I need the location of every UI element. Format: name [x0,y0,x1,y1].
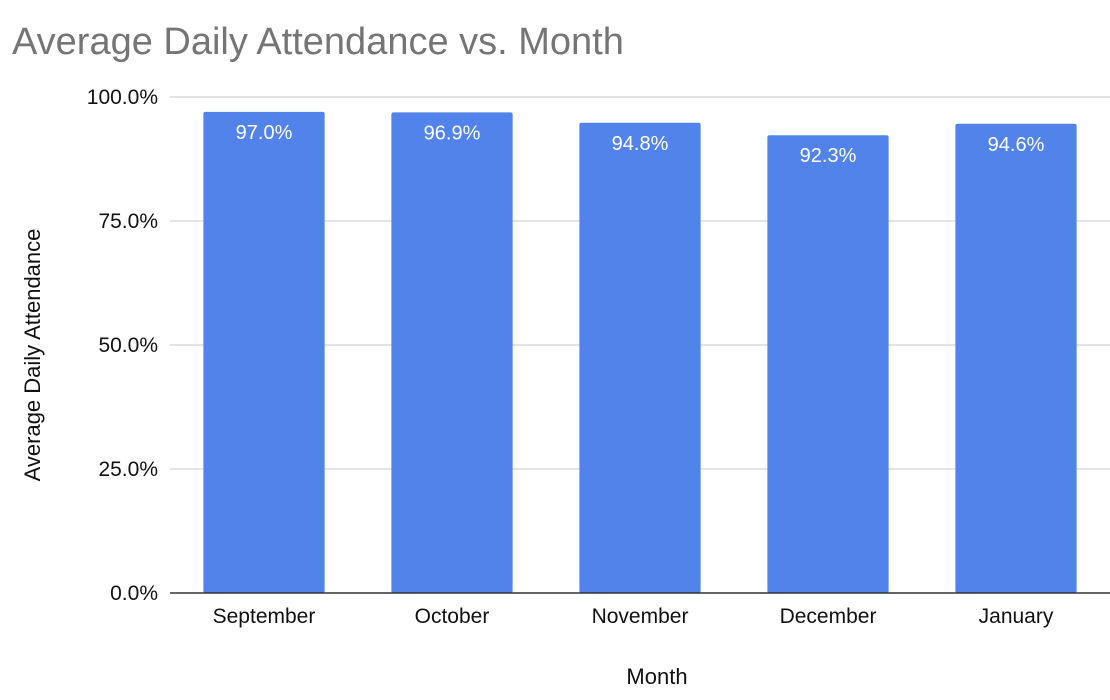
x-tick-label-october: October [415,605,490,628]
y-tick-labels: 0.0% 25.0% 50.0% 75.0% 100.0% [87,86,158,605]
x-tick-label-november: November [592,605,689,628]
data-label-november: 94.8% [612,133,669,155]
x-tick-label-december: December [780,605,877,628]
bar-october [391,112,513,593]
y-tick-label: 25.0% [98,458,158,481]
x-tick-label-january: January [979,605,1054,628]
data-label-september: 97.0% [236,122,293,144]
bar-december [767,135,889,593]
y-axis-label: Average Daily Attendance [20,229,45,482]
x-axis-label: Month [626,664,687,689]
bar-september [203,111,325,593]
data-label-january: 94.6% [988,134,1045,156]
y-tick-label: 0.0% [110,582,158,605]
bar-january [955,123,1077,593]
x-tick-label-september: September [213,605,316,628]
y-tick-label: 50.0% [98,334,158,357]
bars [203,111,1077,594]
y-tick-label: 100.0% [87,86,158,109]
data-label-october: 96.9% [424,122,481,144]
data-label-december: 92.3% [800,145,857,167]
y-tick-label: 75.0% [98,210,158,233]
data-labels: 97.0% 96.9% 94.8% 92.3% 94.6% [236,122,1045,167]
bar-november [579,122,701,594]
chart-title: Average Daily Attendance vs. Month [12,21,624,63]
x-tick-labels: September October November December January [213,605,1054,628]
